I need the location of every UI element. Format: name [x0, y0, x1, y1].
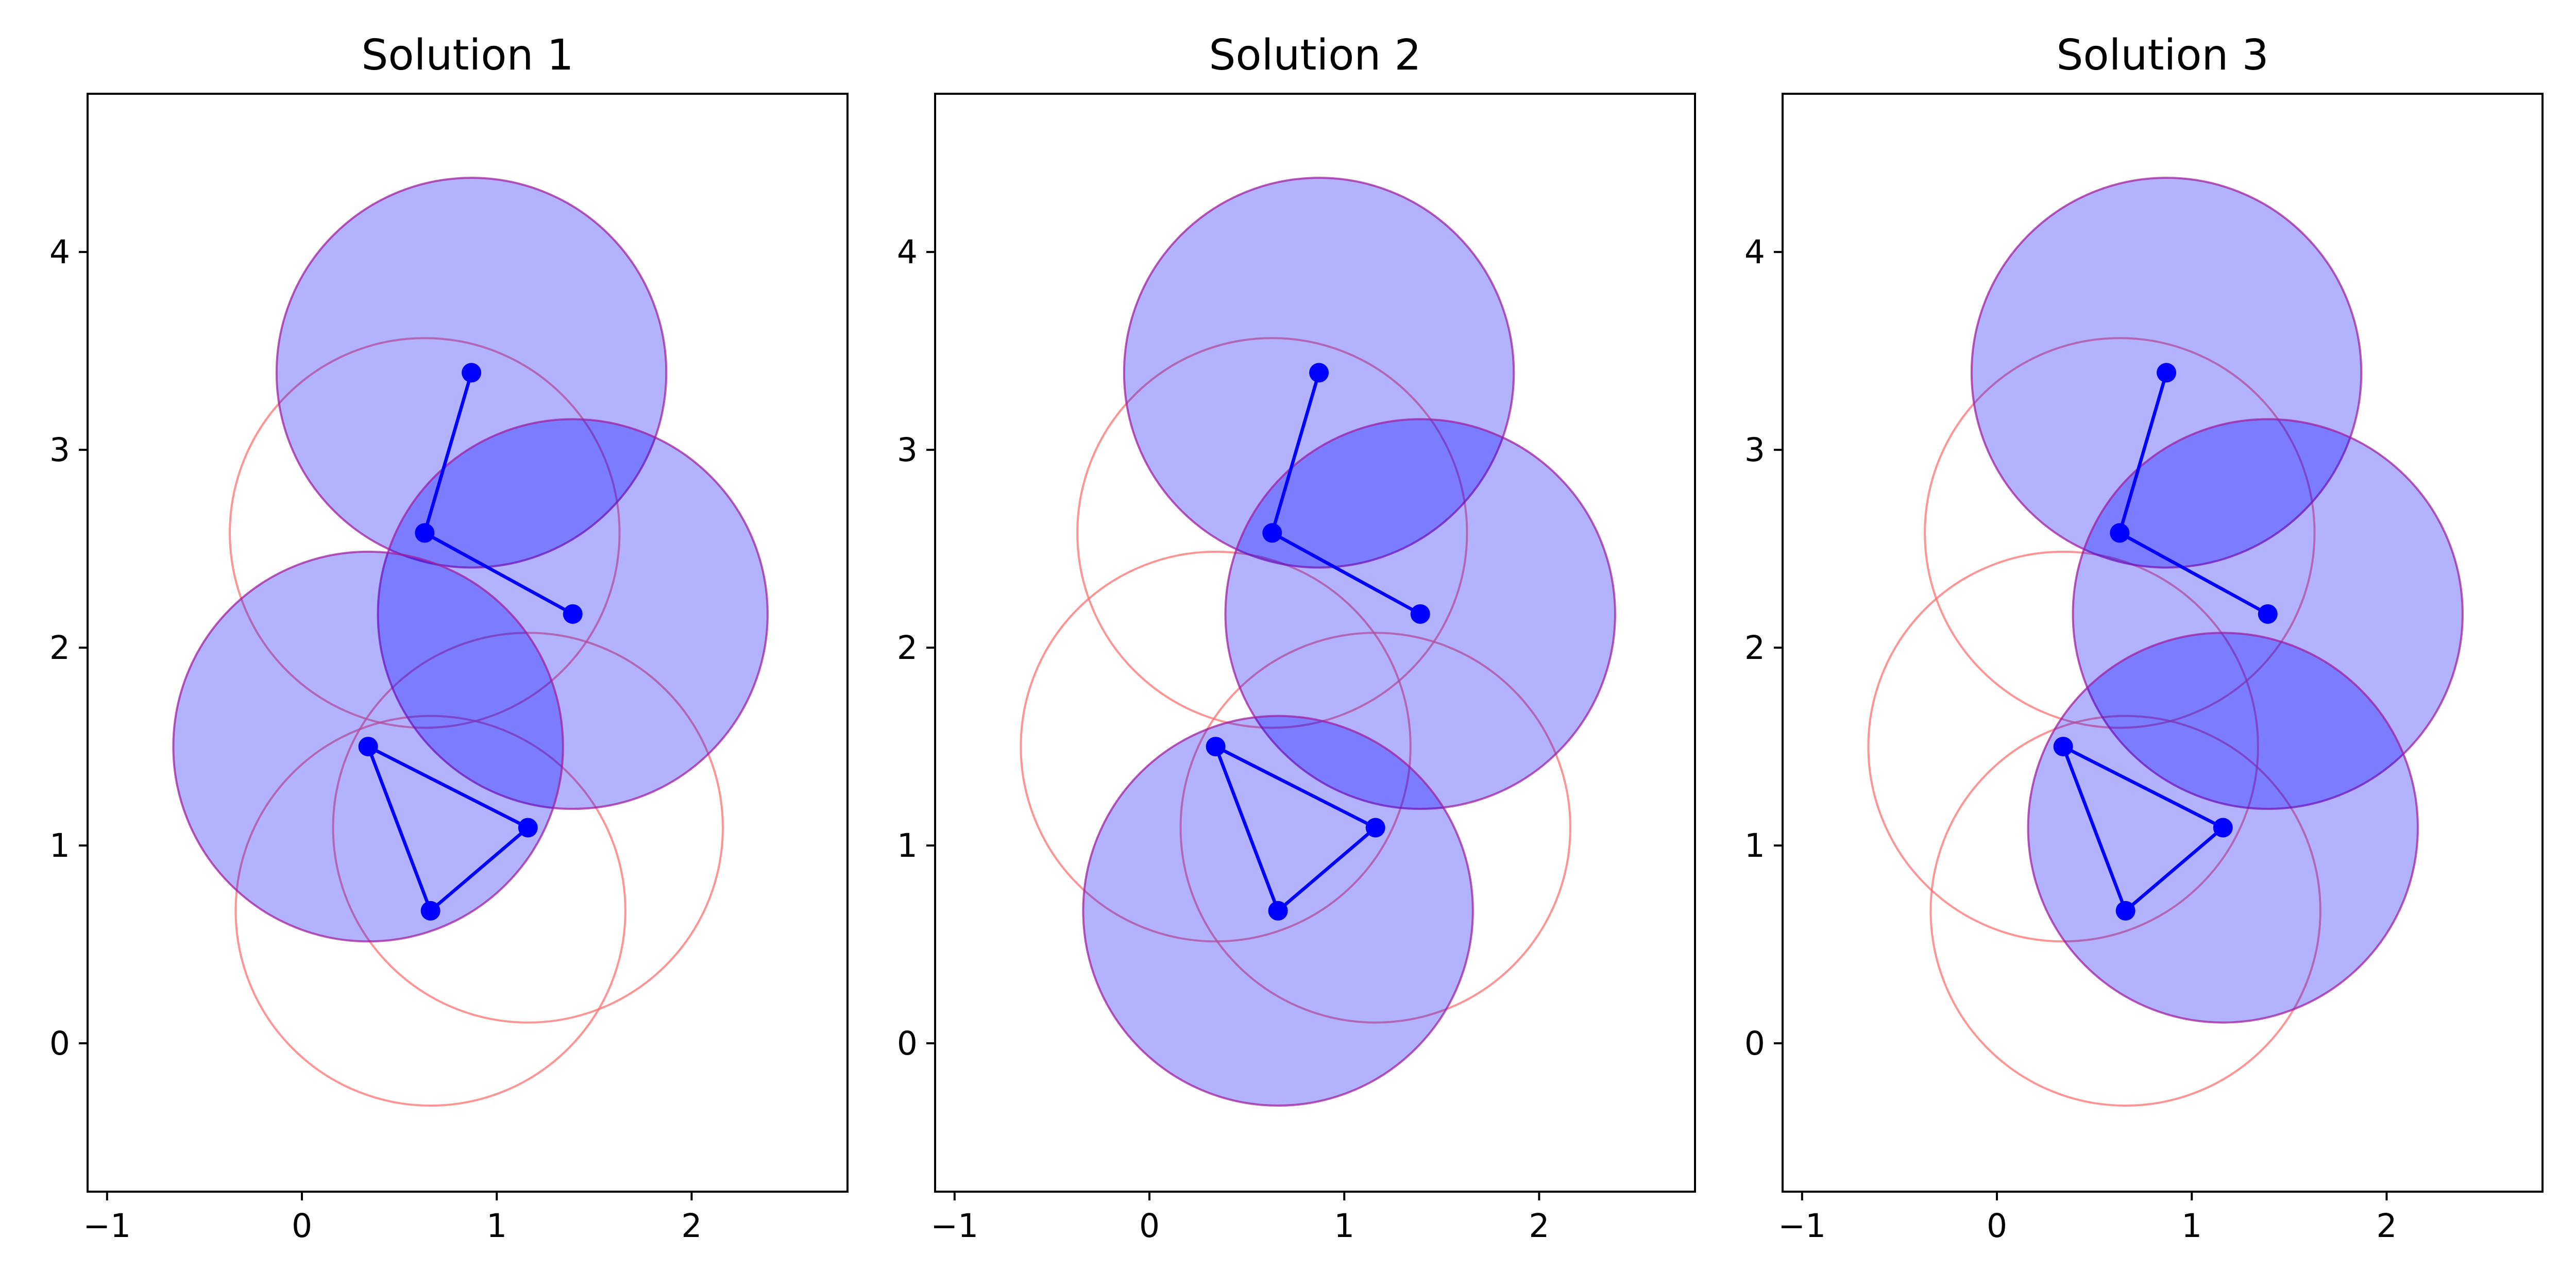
- graph-edge: [366, 745, 432, 911]
- y-tick-label: 2: [49, 629, 70, 667]
- y-tick-label: 4: [1744, 233, 1765, 271]
- data-point: [518, 818, 538, 838]
- axes-frame: [934, 93, 1696, 1193]
- coverage-circle-unselected: [332, 632, 724, 1024]
- y-tick-label: 0: [1744, 1025, 1765, 1062]
- data-point: [1268, 901, 1288, 921]
- y-tick-label: 1: [897, 827, 918, 865]
- graph-edge: [423, 531, 574, 616]
- coverage-circle-unselected: [1179, 632, 1571, 1024]
- y-tick-label: 4: [49, 233, 70, 271]
- y-tick-label: 1: [49, 827, 70, 865]
- x-tick-label: −1: [83, 1207, 131, 1245]
- coverage-circle-unselected: [1076, 337, 1468, 729]
- chart-panel-2: −1 0 1 2 0 1 2 3 4 Solution 2: [897, 31, 1696, 1245]
- graph-edge: [1214, 745, 1280, 911]
- chart-panel-3: −1 0 1 2 0 1 2 3 4 Solution 3: [1744, 31, 2544, 1245]
- data-point: [563, 604, 583, 624]
- x-tick-label: 0: [1139, 1207, 1160, 1245]
- data-point: [420, 901, 440, 921]
- data-point: [358, 737, 378, 757]
- coverage-circle-unselected: [229, 337, 621, 729]
- data-point: [2213, 818, 2233, 838]
- plot-area: [172, 177, 769, 1107]
- data-point: [1262, 523, 1282, 543]
- graph-edge: [1270, 372, 1321, 534]
- graph-edge: [429, 826, 529, 912]
- y-tick-label: 3: [897, 431, 918, 469]
- x-tick-label: −1: [930, 1207, 978, 1245]
- coverage-circle-unselected: [1929, 715, 2321, 1107]
- y-tick-label: 1: [1744, 827, 1765, 865]
- y-tick-label: 3: [49, 431, 70, 469]
- graph-edge: [2061, 745, 2127, 911]
- plot-area: [1020, 177, 1616, 1107]
- graph-edge: [1277, 826, 1377, 912]
- graph-edge: [1215, 745, 1377, 829]
- x-tick-label: −1: [1778, 1207, 1826, 1245]
- x-tick-label: 2: [1529, 1207, 1549, 1245]
- x-tick-label: 2: [681, 1207, 702, 1245]
- data-point: [1410, 604, 1430, 624]
- graph-edge: [2118, 372, 2168, 534]
- x-tick-label: 2: [2376, 1207, 2397, 1245]
- y-tick-label: 0: [897, 1025, 918, 1062]
- graph-edge: [1271, 531, 1421, 616]
- x-tick-label: 1: [2181, 1207, 2202, 1245]
- panel-title: Solution 1: [361, 31, 573, 80]
- coverage-circle-unselected: [234, 715, 626, 1107]
- data-point: [2053, 737, 2073, 757]
- data-point: [415, 523, 435, 543]
- y-tick-label: 2: [897, 629, 918, 667]
- data-point: [1365, 818, 1385, 838]
- x-tick-label: 0: [1987, 1207, 2007, 1245]
- data-point: [2258, 604, 2278, 624]
- axes-frame: [87, 93, 849, 1193]
- data-point: [2110, 523, 2130, 543]
- y-tick-label: 3: [1744, 431, 1765, 469]
- data-point: [1206, 737, 1226, 757]
- coverage-circle-unselected: [1867, 550, 2259, 943]
- x-tick-label: 0: [292, 1207, 312, 1245]
- x-tick-label: 1: [1334, 1207, 1354, 1245]
- data-point: [2157, 363, 2177, 383]
- y-tick-label: 0: [49, 1025, 70, 1062]
- data-point: [2115, 901, 2136, 921]
- panel-title: Solution 2: [1209, 31, 1421, 80]
- axes-frame: [1782, 93, 2544, 1193]
- graph-edge: [367, 745, 529, 829]
- coverage-circle-unselected: [1020, 550, 1412, 943]
- y-tick-label: 4: [897, 233, 918, 271]
- data-point: [1309, 363, 1329, 383]
- graph-edge: [423, 372, 473, 534]
- panel-title: Solution 3: [2056, 31, 2268, 80]
- coverage-circle-unselected: [1924, 337, 2316, 729]
- x-tick-label: 1: [486, 1207, 507, 1245]
- plot-area: [1867, 177, 2464, 1107]
- graph-edge: [2062, 745, 2224, 829]
- data-point: [462, 363, 482, 383]
- y-tick-label: 2: [1744, 629, 1765, 667]
- graph-edge: [2119, 531, 2269, 616]
- graph-edge: [2124, 826, 2224, 912]
- chart-panel-1: −1 0 1 2 0 1 2 3 4 Solution 1: [49, 31, 849, 1245]
